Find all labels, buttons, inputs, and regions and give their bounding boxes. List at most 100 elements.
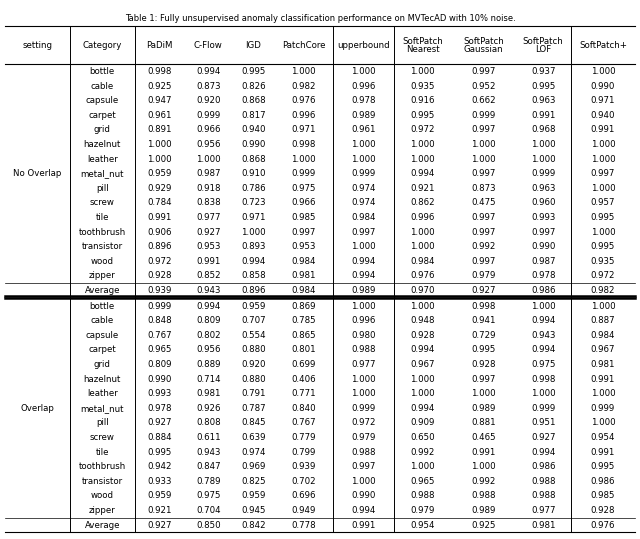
- Text: Category: Category: [83, 41, 122, 50]
- Text: 0.729: 0.729: [471, 331, 495, 340]
- Text: IGD: IGD: [246, 41, 261, 50]
- Text: transistor: transistor: [82, 242, 123, 251]
- Text: grid: grid: [94, 360, 111, 369]
- Text: zipper: zipper: [89, 272, 116, 280]
- Text: zipper: zipper: [89, 506, 116, 515]
- Text: 0.881: 0.881: [471, 418, 495, 427]
- Text: transistor: transistor: [82, 477, 123, 486]
- Text: 0.976: 0.976: [410, 272, 435, 280]
- Text: screw: screw: [90, 198, 115, 208]
- Text: 1.000: 1.000: [531, 140, 556, 149]
- Text: 0.808: 0.808: [196, 418, 221, 427]
- Text: 0.910: 0.910: [241, 169, 266, 178]
- Text: 0.972: 0.972: [410, 126, 435, 134]
- Text: 0.845: 0.845: [241, 418, 266, 427]
- Text: 0.999: 0.999: [351, 404, 376, 413]
- Text: 0.995: 0.995: [410, 111, 435, 120]
- Text: 0.994: 0.994: [351, 257, 376, 266]
- Text: 0.896: 0.896: [147, 242, 172, 251]
- Text: 0.991: 0.991: [591, 126, 615, 134]
- Text: C-Flow: C-Flow: [194, 41, 223, 50]
- Text: 0.991: 0.991: [591, 447, 615, 457]
- Text: 1.000: 1.000: [147, 140, 172, 149]
- Text: setting: setting: [22, 41, 52, 50]
- Text: 0.809: 0.809: [147, 360, 172, 369]
- Text: wood: wood: [91, 257, 114, 266]
- Text: 0.858: 0.858: [241, 272, 266, 280]
- Text: 0.862: 0.862: [410, 198, 435, 208]
- Text: 0.840: 0.840: [291, 404, 316, 413]
- Text: capsule: capsule: [86, 96, 119, 105]
- Text: 0.996: 0.996: [410, 213, 435, 222]
- Text: 1.000: 1.000: [591, 418, 615, 427]
- Text: 0.918: 0.918: [196, 184, 220, 193]
- Text: 0.972: 0.972: [351, 418, 376, 427]
- Text: 0.999: 0.999: [291, 169, 316, 178]
- Text: 0.963: 0.963: [531, 96, 556, 105]
- Text: 0.825: 0.825: [241, 477, 266, 486]
- Text: 0.997: 0.997: [471, 67, 495, 76]
- Text: toothbrush: toothbrush: [79, 227, 126, 237]
- Text: 0.991: 0.991: [591, 375, 615, 384]
- Text: 0.880: 0.880: [241, 345, 266, 355]
- Text: 0.965: 0.965: [147, 345, 172, 355]
- Text: 1.000: 1.000: [351, 242, 376, 251]
- Text: 1.000: 1.000: [471, 389, 495, 398]
- Text: 0.465: 0.465: [471, 433, 495, 442]
- Text: 0.997: 0.997: [351, 462, 376, 471]
- Text: 0.988: 0.988: [471, 492, 495, 500]
- Text: SoftPatch+: SoftPatch+: [579, 41, 627, 50]
- Text: 0.985: 0.985: [591, 492, 615, 500]
- Text: 0.943: 0.943: [196, 447, 220, 457]
- Text: tile: tile: [95, 213, 109, 222]
- Text: 0.475: 0.475: [471, 198, 495, 208]
- Text: 0.975: 0.975: [196, 492, 220, 500]
- Text: 0.994: 0.994: [410, 404, 435, 413]
- Text: 0.984: 0.984: [291, 257, 316, 266]
- Text: pill: pill: [96, 418, 109, 427]
- Text: 0.896: 0.896: [241, 286, 266, 295]
- Text: 0.961: 0.961: [351, 126, 376, 134]
- Text: 0.999: 0.999: [531, 169, 556, 178]
- Text: metal_nut: metal_nut: [81, 169, 124, 178]
- Text: 0.995: 0.995: [241, 67, 266, 76]
- Text: 0.767: 0.767: [291, 418, 316, 427]
- Text: 0.868: 0.868: [241, 155, 266, 164]
- Text: 0.971: 0.971: [241, 213, 266, 222]
- Text: 1.000: 1.000: [410, 227, 435, 237]
- Text: 0.976: 0.976: [291, 96, 316, 105]
- Text: 0.957: 0.957: [591, 198, 615, 208]
- Text: 0.699: 0.699: [291, 360, 316, 369]
- Text: 1.000: 1.000: [351, 375, 376, 384]
- Text: 0.997: 0.997: [471, 213, 495, 222]
- Text: 0.852: 0.852: [196, 272, 221, 280]
- Text: 0.997: 0.997: [471, 169, 495, 178]
- Text: 1.000: 1.000: [471, 462, 495, 471]
- Text: 0.786: 0.786: [241, 184, 266, 193]
- Text: 0.928: 0.928: [471, 360, 495, 369]
- Text: 0.952: 0.952: [471, 81, 495, 91]
- Text: 1.000: 1.000: [591, 227, 615, 237]
- Text: 0.778: 0.778: [291, 521, 316, 530]
- Text: 0.984: 0.984: [410, 257, 435, 266]
- Text: Overlap: Overlap: [20, 404, 54, 413]
- Text: 0.838: 0.838: [196, 198, 221, 208]
- Text: 0.817: 0.817: [241, 111, 266, 120]
- Text: 0.995: 0.995: [591, 213, 615, 222]
- Text: 0.984: 0.984: [291, 286, 316, 295]
- Text: 0.979: 0.979: [410, 506, 435, 515]
- Text: 0.990: 0.990: [241, 140, 266, 149]
- Text: 0.893: 0.893: [241, 242, 266, 251]
- Text: 0.937: 0.937: [531, 67, 556, 76]
- Text: 0.799: 0.799: [291, 447, 316, 457]
- Text: 1.000: 1.000: [351, 67, 376, 76]
- Text: 0.981: 0.981: [591, 360, 615, 369]
- Text: 0.986: 0.986: [531, 286, 556, 295]
- Text: 0.998: 0.998: [471, 302, 495, 310]
- Text: 0.943: 0.943: [531, 331, 556, 340]
- Text: 1.000: 1.000: [410, 462, 435, 471]
- Text: 1.000: 1.000: [471, 140, 495, 149]
- Text: leather: leather: [87, 155, 118, 164]
- Text: 0.826: 0.826: [241, 81, 266, 91]
- Text: 0.949: 0.949: [291, 506, 316, 515]
